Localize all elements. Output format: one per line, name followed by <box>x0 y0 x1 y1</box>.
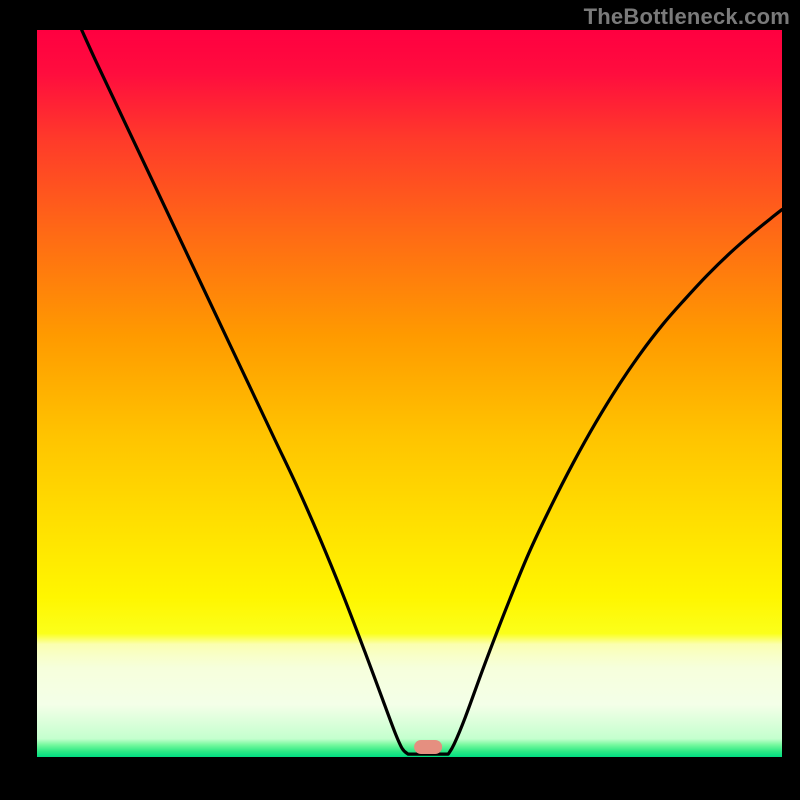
bottleneck-curve-chart <box>37 30 782 757</box>
optimal-point-marker <box>414 740 442 754</box>
plot-area <box>37 30 782 757</box>
watermark-text: TheBottleneck.com <box>584 4 790 30</box>
gradient-background <box>37 30 782 757</box>
chart-stage: TheBottleneck.com <box>0 0 800 800</box>
